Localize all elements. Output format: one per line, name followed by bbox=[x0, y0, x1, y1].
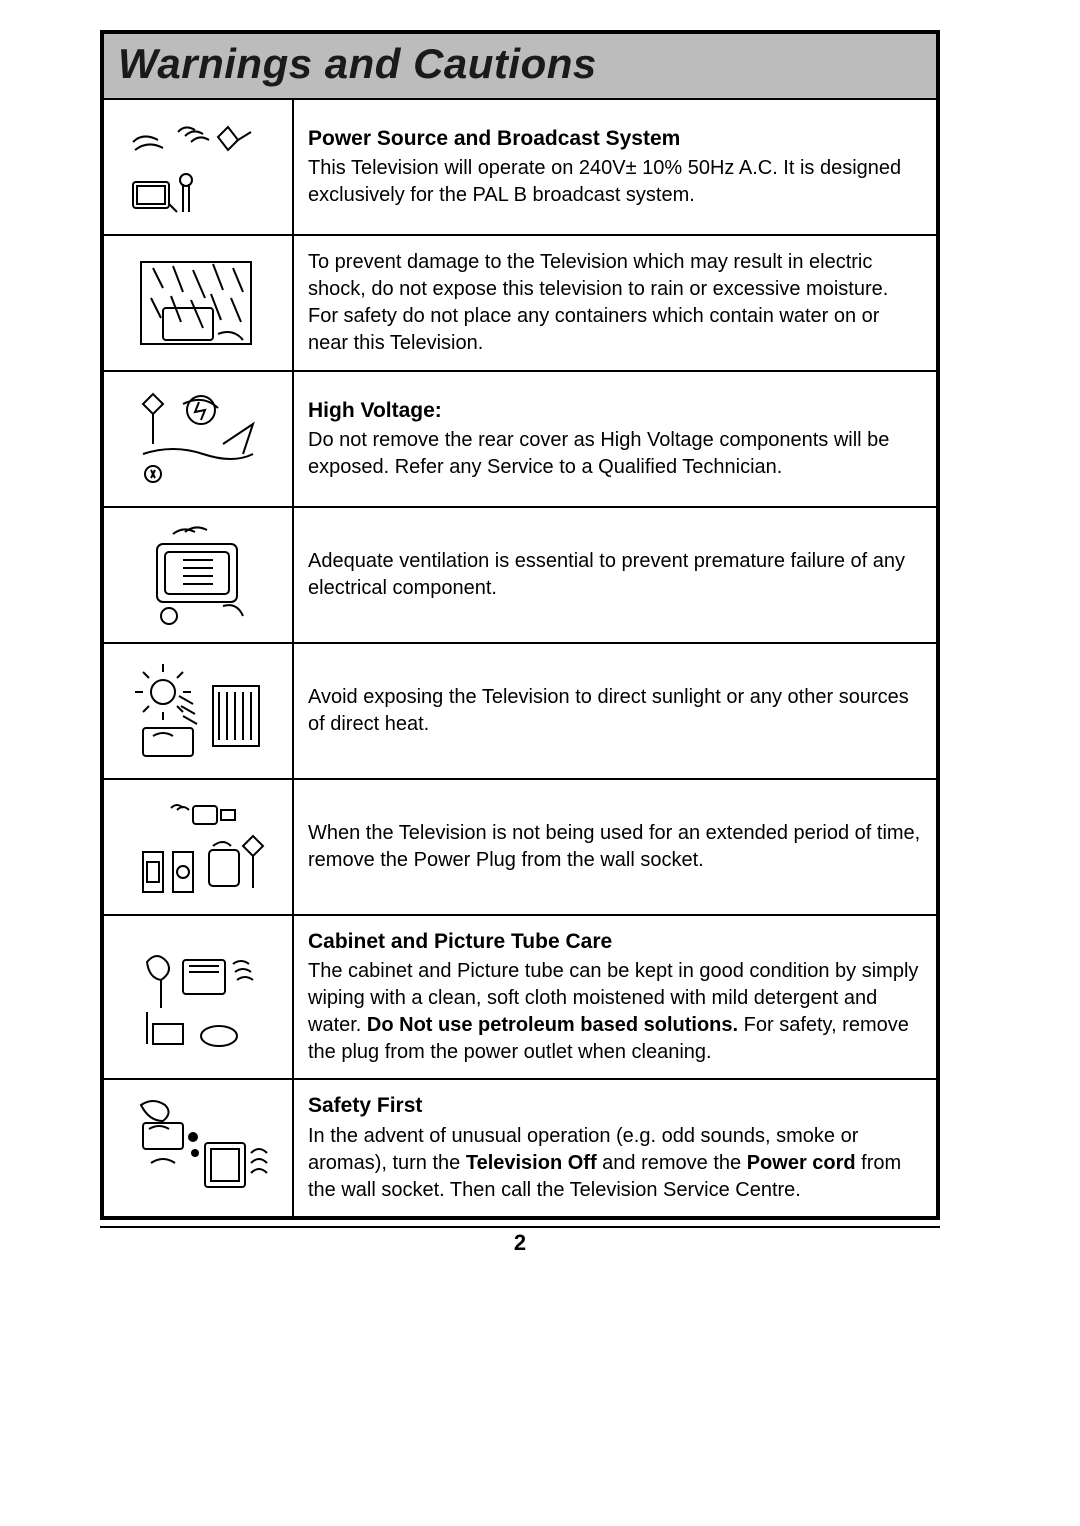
warnings-page: Warnings and Cautions bbox=[100, 30, 940, 1220]
text-cleaning: Cabinet and Picture Tube Care The cabine… bbox=[294, 916, 936, 1078]
page-number: 2 bbox=[100, 1226, 940, 1256]
text-unplug: When the Television is not being used fo… bbox=[294, 780, 936, 914]
text-sunlight: Avoid exposing the Television to direct … bbox=[294, 644, 936, 778]
body-cleaning: The cabinet and Picture tube can be kept… bbox=[308, 958, 922, 1066]
heading-high-voltage: High Voltage: bbox=[308, 397, 922, 425]
warning-rows: Power Source and Broadcast System This T… bbox=[104, 100, 936, 1216]
row-cleaning: Cabinet and Picture Tube Care The cabine… bbox=[104, 916, 936, 1080]
row-safety: Safety First In the advent of unusual op… bbox=[104, 1080, 936, 1215]
heading-power-source: Power Source and Broadcast System bbox=[308, 125, 922, 153]
body-safety: In the advent of unusual operation (e.g.… bbox=[308, 1123, 922, 1204]
unplug-travel-icon bbox=[104, 780, 294, 914]
body-power-source: This Television will operate on 240V± 10… bbox=[308, 155, 922, 209]
text-high-voltage: High Voltage: Do not remove the rear cov… bbox=[294, 372, 936, 506]
text-safety: Safety First In the advent of unusual op… bbox=[294, 1080, 936, 1215]
cleaning-icon bbox=[104, 916, 294, 1078]
body-ventilation: Adequate ventilation is essential to pre… bbox=[308, 548, 922, 602]
row-power-source: Power Source and Broadcast System This T… bbox=[104, 100, 936, 236]
power-plug-icon bbox=[104, 100, 294, 234]
body-high-voltage: Do not remove the rear cover as High Vol… bbox=[308, 427, 922, 481]
text-ventilation: Adequate ventilation is essential to pre… bbox=[294, 508, 936, 642]
body-unplug: When the Television is not being used fo… bbox=[308, 820, 922, 874]
sunlight-heat-icon bbox=[104, 644, 294, 778]
row-high-voltage: High Voltage: Do not remove the rear cov… bbox=[104, 372, 936, 508]
row-unplug: When the Television is not being used fo… bbox=[104, 780, 936, 916]
title-bar: Warnings and Cautions bbox=[104, 34, 936, 100]
high-voltage-icon bbox=[104, 372, 294, 506]
body-moisture: To prevent damage to the Television whic… bbox=[308, 249, 922, 357]
rain-window-icon bbox=[104, 236, 294, 370]
row-moisture: To prevent damage to the Television whic… bbox=[104, 236, 936, 372]
body-sunlight: Avoid exposing the Television to direct … bbox=[308, 684, 922, 738]
safety-smoke-icon bbox=[104, 1080, 294, 1215]
text-moisture: To prevent damage to the Television whic… bbox=[294, 236, 936, 370]
heading-safety: Safety First bbox=[308, 1092, 922, 1120]
heading-cleaning: Cabinet and Picture Tube Care bbox=[308, 928, 922, 956]
ventilation-icon bbox=[104, 508, 294, 642]
row-ventilation: Adequate ventilation is essential to pre… bbox=[104, 508, 936, 644]
page-title: Warnings and Cautions bbox=[118, 40, 922, 88]
text-power-source: Power Source and Broadcast System This T… bbox=[294, 100, 936, 234]
row-sunlight: Avoid exposing the Television to direct … bbox=[104, 644, 936, 780]
